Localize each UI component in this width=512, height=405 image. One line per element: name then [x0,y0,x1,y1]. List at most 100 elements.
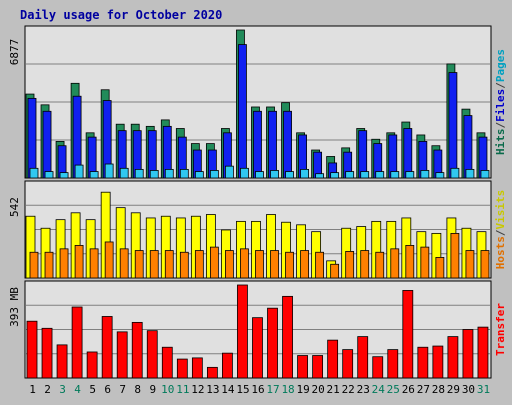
series-label-part: Hosts [494,236,507,269]
day-label-15: 15 [236,383,249,396]
day-label-17: 17 [266,383,279,396]
day-label-25: 25 [387,383,400,396]
day-label-6: 6 [104,383,111,396]
pages-bar-30 [465,168,475,179]
hosts-bar-20 [315,251,325,279]
hosts-bar-10 [164,250,174,279]
files-bar-29 [448,72,458,179]
day-label-19: 19 [296,383,309,396]
day-label-21: 21 [327,383,340,396]
pages-bar-25 [390,171,400,179]
transfer-bar-18 [282,295,293,379]
transfer-bar-27 [417,346,429,379]
transfer-bar-17 [267,307,278,379]
day-label-24: 24 [372,383,386,396]
files-bar-15 [238,44,247,179]
day-label-18: 18 [281,383,294,396]
pages-bar-2 [44,171,54,179]
day-axis-labels: 1 2 3 4 5 6 7 8 9 10 11 12 13 14 15 16 17 18 19 20 21 22 23 24 2… [29,383,490,396]
transfer-bar-21 [327,339,339,379]
pages-bar-1 [29,167,39,179]
day-label-14: 14 [221,383,235,396]
hits-series-label: Hits/Files/Pages [494,49,507,155]
pages-bar-6 [104,163,114,179]
transfer-bar-20 [312,355,324,379]
hosts-bar-5 [89,248,99,279]
transfer-bar-19 [297,355,308,379]
files-bar-26 [403,128,413,179]
hosts-bar-1 [29,251,39,279]
hosts-bar-30 [465,250,475,279]
day-label-1: 1 [29,383,36,396]
files-bar-16 [253,110,262,179]
pages-bar-28 [435,172,445,179]
files-bar-17 [268,110,277,179]
day-label-4: 4 [74,383,81,396]
pages-bar-9 [149,170,159,179]
hosts-bar-11 [179,251,189,279]
pages-bar-16 [255,171,264,179]
transfer-bar-3 [56,344,68,379]
transfer-bar-9 [146,330,158,379]
hosts-bar-2 [44,251,54,279]
transfer-bar-24 [372,356,384,379]
hosts-bar-25 [390,248,400,279]
pages-bar-5 [89,171,99,179]
hosts-bar-18 [285,251,294,279]
series-label-part: Hits [494,129,507,156]
visits-series-label: Hosts/Visits [494,190,507,270]
transfer-bar-8 [131,321,143,379]
hosts-bar-8 [134,250,144,279]
day-label-12: 12 [191,383,204,396]
chart-title: Daily usage for October 2020 [20,8,222,22]
hosts-bar-27 [420,246,430,279]
day-label-16: 16 [251,383,264,396]
pages-bar-21 [330,172,340,179]
pages-bar-14 [225,165,234,179]
transfer-bar-15 [237,284,248,379]
hosts-bar-13 [209,246,219,279]
transfer-bar-13 [206,366,218,379]
pages-bar-29 [450,167,460,179]
transfer-bar-12 [191,357,203,379]
series-label-part: / [494,122,507,129]
hosts-bar-17 [270,250,279,279]
day-label-22: 22 [342,383,355,396]
files-bar-23 [358,130,368,179]
transfer-bar-31 [477,326,489,379]
day-label-5: 5 [89,383,96,396]
pages-bar-4 [74,164,84,179]
pages-bar-7 [119,167,129,179]
transfer-bar-23 [357,336,369,379]
panel-visits: 542 Hosts/Visits [8,180,507,279]
day-label-29: 29 [447,383,460,396]
pages-bar-20 [315,173,325,179]
transfer-bar-28 [432,345,444,379]
day-label-31: 31 [477,383,490,396]
pages-bar-11 [179,168,189,179]
transfer-bar-14 [222,352,233,379]
transfer-series-label: Transfer [494,303,507,356]
transfer-bar-10 [161,346,173,379]
hosts-bar-28 [435,257,445,279]
pages-bar-27 [420,170,430,179]
hosts-bar-7 [119,248,129,279]
pages-bar-17 [270,170,279,179]
hosts-bar-16 [255,250,264,279]
pages-bar-10 [164,168,174,179]
panel-transfer: 393 MB Transfer [8,280,507,379]
pages-bar-3 [59,172,69,179]
transfer-bar-26 [402,290,414,379]
day-label-2: 2 [44,383,51,396]
transfer-bar-25 [387,349,399,379]
day-label-30: 30 [462,383,475,396]
pages-bar-15 [240,167,249,179]
transfer-bar-2 [41,327,53,379]
transfer-bar-6 [101,316,113,379]
pages-bar-12 [194,171,204,179]
series-label-part: Pages [494,49,507,82]
day-label-26: 26 [402,383,415,396]
hosts-bar-6 [104,241,114,279]
